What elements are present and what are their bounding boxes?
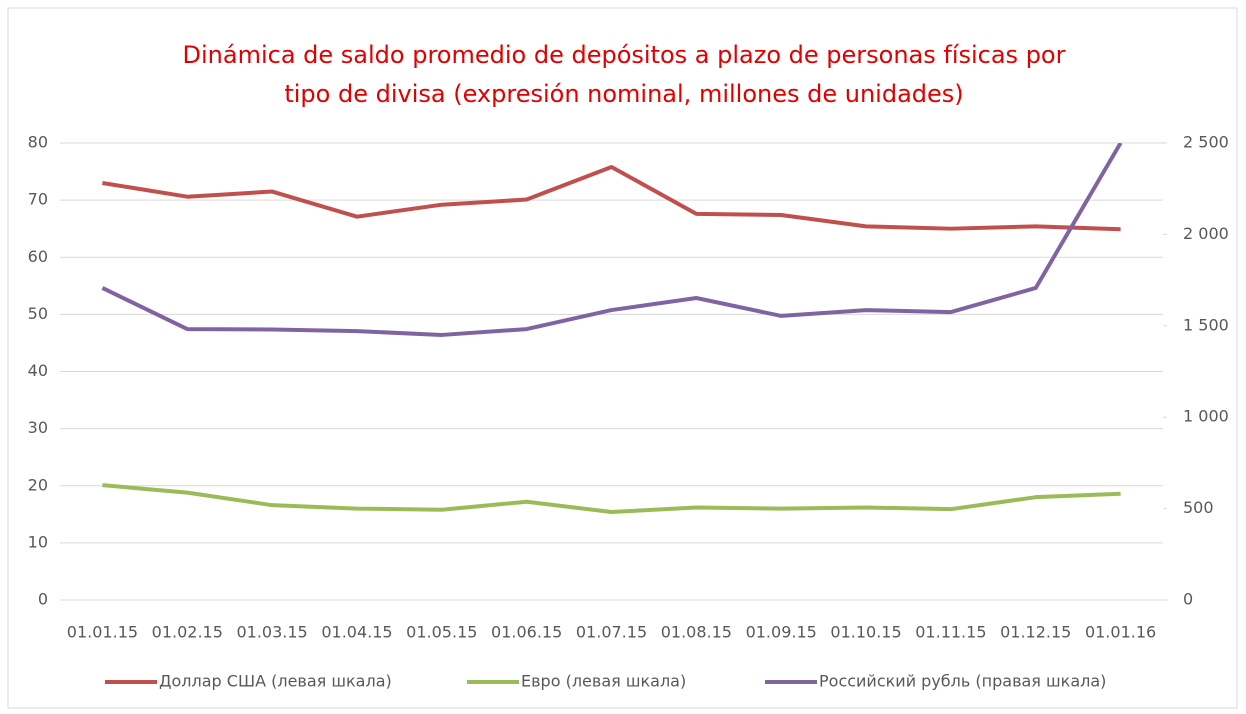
x-tick-label: 01.05.15 [406,623,477,642]
y-tick-label: 20 [28,475,48,494]
legend-label: Евро (левая шкала) [521,672,686,691]
y-tick-label: 80 [28,133,48,152]
y-tick-label: 60 [28,247,48,266]
series-line [102,483,1121,515]
x-tick-label: 01.07.15 [576,623,647,642]
series-line [102,164,1121,232]
y-tick-label: 0 [38,590,48,609]
x-tick-label: 01.03.15 [236,623,307,642]
y2-tick-label: 1 500 [1183,315,1229,334]
x-tick-label: 01.04.15 [321,623,392,642]
x-tick-label: 01.06.15 [491,623,562,642]
y-tick-label: 40 [28,361,48,380]
y2-tick-label: 500 [1183,498,1214,517]
chart-border [7,7,1238,709]
series-line [101,143,1123,337]
y2-tick-label: 2 500 [1183,133,1229,152]
x-tick-label: 01.11.15 [915,623,986,642]
x-tick-label: 01.01.15 [67,623,138,642]
x-tick-label: 01.01.16 [1085,623,1156,642]
x-tick-label: 01.12.15 [1000,623,1071,642]
y2-tick-label: 0 [1183,590,1193,609]
y-tick-label: 10 [28,532,48,551]
chart-title: Dinámica de saldo promedio de depósitos … [183,41,1066,69]
y2-tick-label: 2 000 [1183,224,1229,243]
legend-label: Доллар США (левая шкала) [159,672,392,691]
x-tick-label: 01.08.15 [661,623,732,642]
legend-label: Российский рубль (правая шкала) [819,672,1106,691]
y-tick-label: 50 [28,304,48,323]
chart-title: tipo de divisa (expresión nominal, millo… [284,80,963,108]
y-tick-label: 30 [28,418,48,437]
x-tick-label: 01.10.15 [830,623,901,642]
y-tick-label: 70 [28,190,48,209]
x-tick-label: 01.02.15 [152,623,223,642]
x-tick-label: 01.09.15 [746,623,817,642]
y2-tick-label: 1 000 [1183,407,1229,426]
